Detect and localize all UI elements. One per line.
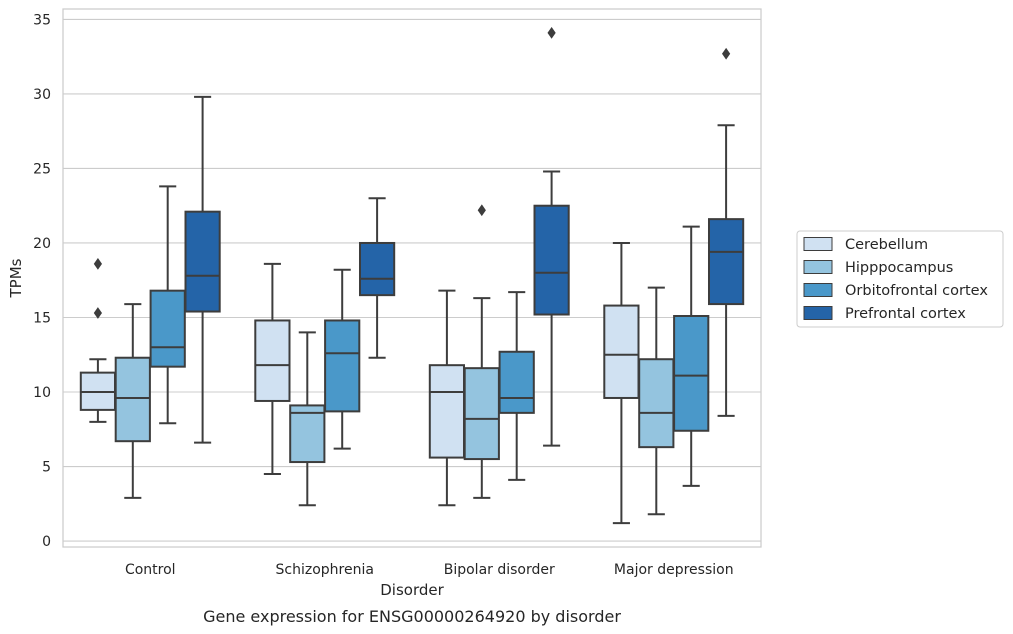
box [358,197,396,359]
box [79,257,117,423]
box [149,185,186,425]
y-tick-label: 0 [42,534,51,550]
legend-item: Orbitofrontal cortex [803,283,988,299]
box [673,225,710,487]
outlier-point [93,257,103,270]
box-body [498,350,535,414]
box-body [149,289,186,368]
box [289,331,326,507]
box [254,262,291,475]
legend-label: Cerebellum [845,237,928,253]
legend-swatch [803,283,833,297]
box [463,204,500,499]
box [114,303,151,499]
legend: Cerebellum Hipppocampus Orbitofrontal cort… [796,230,1004,328]
box-body [324,319,361,413]
y-axis-title: TPMs [7,258,25,298]
box-body [358,241,396,297]
series-orbitofrontal-cortex [149,185,710,487]
x-tick-label: Bipolar disorder [444,562,555,578]
legend-swatch [803,237,833,251]
y-tick-label: 5 [42,460,51,476]
box-body [289,404,326,464]
x-axis-ticks: Control Schizophrenia Bipolar disorder Majo… [125,562,734,578]
box-body [707,218,745,306]
legend-item: Cerebellum [803,237,928,253]
y-tick-label: 25 [33,161,51,177]
legend-label: Prefrontal cortex [845,306,966,322]
box-body [463,367,500,461]
box [184,95,221,444]
x-tick-label: Schizophrenia [276,562,374,578]
outlier-point [721,47,731,60]
y-tick-label: 15 [33,310,51,326]
box [533,26,570,447]
legend-item: Prefrontal cortex [803,306,966,322]
box-body [184,210,221,313]
y-tick-label: 20 [33,236,51,252]
box [707,47,745,417]
x-axis-title: Disorder [380,581,444,599]
box-body [114,356,151,443]
box-body [638,358,675,449]
x-tick-label: Control [125,562,176,578]
outlier-point [477,204,486,217]
x-tick-label: Major depression [614,562,734,578]
y-tick-label: 30 [33,87,51,103]
box-body [533,204,570,316]
box [603,241,640,525]
legend-frame [796,230,1004,328]
series-hipppocampus [114,204,675,516]
legend-item: Hipppocampus [803,260,953,276]
legend-swatch [803,260,833,274]
box [428,289,466,507]
series-cerebellum [79,241,640,525]
series-prefrontal-cortex [184,26,745,447]
y-axis-ticks: 0 5 10 15 20 25 30 35 [33,12,51,550]
outlier-point [547,26,556,39]
legend-label: Hipppocampus [845,260,953,276]
box-body [603,304,640,399]
y-tick-label: 35 [33,12,51,28]
box-series [79,26,745,525]
legend-swatch [803,306,833,320]
y-tick-label: 10 [33,385,51,401]
box-body [254,319,291,402]
legend-label: Orbitofrontal cortex [845,283,988,299]
box [498,291,535,481]
chart-caption: Gene expression for ENSG00000264920 by d… [203,607,621,626]
box-body [673,315,710,432]
plot-area-frame [62,8,762,548]
box-body [428,364,466,459]
box [324,268,361,450]
outlier-point [93,307,103,319]
